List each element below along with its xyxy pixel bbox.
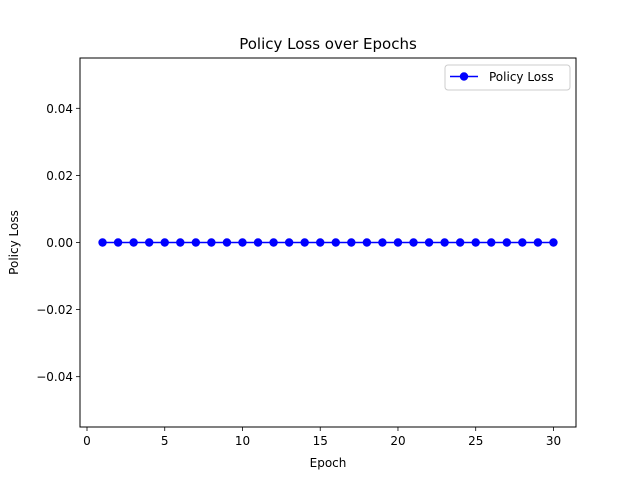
legend-marker-swatch: [459, 72, 469, 81]
data-point: [409, 238, 418, 247]
data-point: [362, 238, 372, 247]
data-point: [113, 238, 123, 247]
data-point: [549, 238, 558, 247]
data-point: [518, 238, 527, 247]
data-point: [393, 238, 403, 247]
data-point: [129, 238, 138, 247]
data-point: [533, 238, 543, 247]
data-point: [98, 238, 107, 247]
x-tick-label: 20: [390, 434, 405, 448]
y-tick-label: 0.04: [46, 102, 73, 116]
data-point: [176, 238, 185, 247]
x-tick-label: 10: [235, 434, 250, 448]
data-point: [269, 238, 278, 247]
x-tick-label: 25: [468, 434, 483, 448]
data-point: [238, 238, 247, 247]
y-axis-label: Policy Loss: [7, 210, 21, 275]
data-point: [144, 238, 154, 247]
data-point: [316, 238, 325, 247]
data-point: [424, 238, 434, 247]
data-point: [160, 238, 169, 247]
data-point: [207, 238, 216, 247]
y-tick-label: 0.02: [46, 169, 73, 183]
legend-box: [444, 64, 571, 91]
data-point: [331, 238, 340, 247]
x-tick-label: 0: [83, 434, 91, 448]
y-tick-label: 0.00: [46, 236, 73, 250]
x-tick-label: 5: [161, 434, 169, 448]
series-policy-loss: [98, 238, 558, 247]
legend: Policy Loss: [444, 64, 571, 91]
data-point: [502, 238, 512, 247]
data-point: [471, 238, 480, 247]
x-tick-label: 30: [546, 434, 561, 448]
data-point: [487, 238, 496, 247]
data-point: [222, 238, 232, 247]
legend-label: Policy Loss: [489, 70, 554, 84]
data-point: [455, 238, 465, 247]
data-point: [378, 238, 387, 247]
y-tick-label: −0.04: [36, 370, 73, 384]
y-axis: −0.04 −0.02 0.00 0.02 0.04: [36, 102, 80, 384]
data-point: [191, 238, 201, 247]
data-point: [284, 238, 294, 247]
chart-title: Policy Loss over Epochs: [239, 35, 417, 53]
data-point: [440, 238, 449, 247]
x-tick-label: 15: [313, 434, 328, 448]
x-axis-label: Epoch: [310, 456, 347, 470]
data-point: [253, 238, 263, 247]
x-axis: 0 5 10 15 20 25 30: [83, 427, 561, 448]
y-tick-label: −0.02: [36, 303, 73, 317]
data-point: [300, 238, 309, 247]
data-point: [347, 238, 356, 247]
